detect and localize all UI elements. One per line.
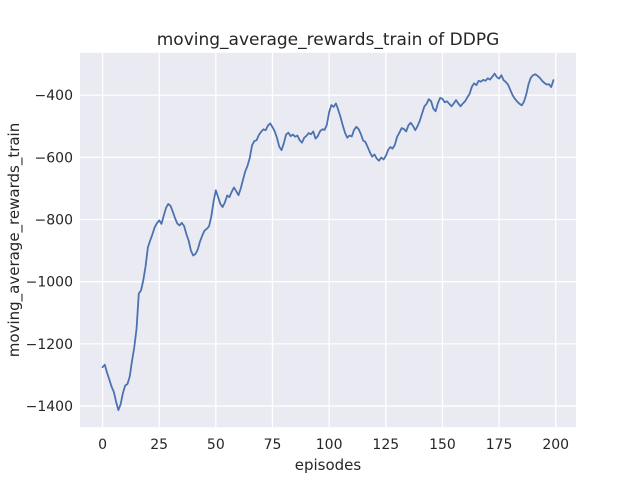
x-tick-label: 75 (264, 437, 282, 453)
y-tick-label: −400 (35, 88, 73, 104)
y-axis-label: moving_average_rewards_train (5, 123, 24, 357)
x-tick-label: 150 (429, 437, 456, 453)
x-tick-labels: 0 25 50 75 100 125 150 175 200 (98, 437, 569, 453)
x-tick-label: 175 (486, 437, 513, 453)
x-tick-label: 50 (207, 437, 225, 453)
x-tick-label: 200 (542, 437, 569, 453)
y-tick-label: −1400 (26, 399, 73, 415)
x-tick-label: 100 (316, 437, 343, 453)
series-line-ddpg (101, 72, 555, 411)
y-tick-label: −600 (35, 150, 73, 166)
chart-title: moving_average_rewards_train of DDPG (157, 30, 500, 50)
x-axis-label: episodes (295, 456, 362, 474)
x-tick-label: 25 (150, 437, 168, 453)
x-tick-label: 0 (98, 437, 107, 453)
y-tick-label: −1200 (26, 337, 73, 353)
y-tick-label: −800 (35, 212, 73, 228)
plot-area (80, 52, 576, 428)
x-tick-label: 125 (372, 437, 399, 453)
y-tick-labels: −400 −600 −800 −1000 −1200 −1400 (26, 88, 73, 415)
y-tick-label: −1000 (26, 275, 73, 291)
